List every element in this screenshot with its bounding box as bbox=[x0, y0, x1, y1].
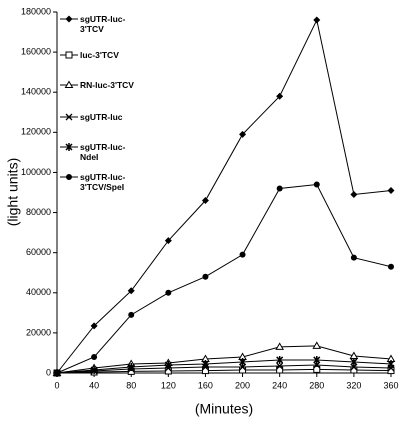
y-tick-label: 100000 bbox=[21, 167, 51, 177]
x-tick-label: 360 bbox=[383, 380, 398, 390]
marker bbox=[127, 287, 135, 295]
y-tick-label: 140000 bbox=[21, 87, 51, 97]
legend-label: sgUTR-luc-3'TCV bbox=[80, 14, 126, 34]
marker bbox=[54, 370, 60, 376]
marker bbox=[276, 355, 284, 364]
marker bbox=[239, 251, 246, 258]
marker bbox=[90, 365, 98, 374]
legend-entry bbox=[60, 143, 78, 151]
marker bbox=[66, 174, 72, 180]
y-tick-label: 120000 bbox=[21, 127, 51, 137]
legend-label: luc-3'TCV bbox=[80, 50, 119, 60]
marker bbox=[387, 359, 395, 368]
marker bbox=[127, 362, 135, 371]
marker bbox=[388, 263, 394, 270]
marker bbox=[65, 143, 73, 151]
legend-label: sgUTR-luc-3'TCV/SpeI bbox=[80, 172, 126, 192]
x-tick-label: 200 bbox=[235, 380, 250, 390]
legend-entry bbox=[60, 113, 78, 121]
legend-entry bbox=[60, 80, 78, 88]
marker bbox=[65, 113, 73, 121]
x-tick-label: 80 bbox=[126, 380, 136, 390]
marker bbox=[387, 186, 395, 194]
marker bbox=[275, 342, 285, 350]
marker bbox=[90, 322, 98, 330]
y-tick-label: 160000 bbox=[21, 46, 51, 56]
marker bbox=[201, 197, 209, 205]
x-tick-label: 240 bbox=[272, 380, 287, 390]
marker bbox=[313, 365, 321, 373]
marker bbox=[313, 181, 320, 188]
marker bbox=[164, 237, 172, 245]
marker bbox=[91, 353, 98, 360]
marker bbox=[276, 185, 283, 192]
x-axis-title: (Minutes) bbox=[195, 401, 253, 417]
legend-entry bbox=[60, 174, 78, 180]
x-tick-label: 0 bbox=[54, 380, 59, 390]
x-tick-label: 160 bbox=[198, 380, 213, 390]
series-line bbox=[56, 368, 392, 374]
y-tick-label: 60000 bbox=[26, 247, 51, 257]
marker bbox=[164, 360, 172, 369]
y-axis-title: (light units) bbox=[5, 158, 21, 226]
marker bbox=[65, 51, 73, 59]
series-line bbox=[56, 18, 392, 374]
marker bbox=[239, 130, 247, 138]
marker bbox=[276, 92, 284, 100]
legend-label: RN-luc-3'TCV bbox=[80, 80, 134, 90]
series-line bbox=[56, 364, 392, 374]
legend-label: sgUTR-luc bbox=[80, 112, 123, 122]
x-tick-label: 40 bbox=[89, 380, 99, 390]
series-line bbox=[56, 359, 392, 374]
series-line bbox=[56, 345, 392, 374]
marker bbox=[350, 191, 358, 199]
y-tick-label: 20000 bbox=[26, 327, 51, 337]
marker bbox=[276, 362, 284, 370]
marker bbox=[65, 15, 73, 23]
y-tick-label: 180000 bbox=[21, 6, 51, 16]
marker bbox=[201, 359, 209, 368]
series-line bbox=[56, 183, 392, 374]
marker bbox=[350, 254, 357, 261]
marker bbox=[128, 311, 135, 318]
legend-entry bbox=[60, 51, 78, 59]
legend-entry bbox=[60, 15, 78, 23]
marker bbox=[165, 289, 172, 296]
x-tick-label: 320 bbox=[346, 380, 361, 390]
x-tick-label: 280 bbox=[309, 380, 324, 390]
marker bbox=[239, 357, 247, 366]
marker bbox=[312, 341, 322, 349]
x-tick-label: 120 bbox=[161, 380, 176, 390]
marker bbox=[202, 273, 209, 280]
marker bbox=[313, 16, 321, 24]
legend-label: sgUTR-luc-NdeI bbox=[80, 142, 126, 162]
marker bbox=[313, 355, 321, 364]
y-tick-label: 40000 bbox=[26, 287, 51, 297]
y-tick-label: 0 bbox=[46, 367, 51, 377]
marker bbox=[350, 357, 358, 366]
y-tick-label: 80000 bbox=[26, 207, 51, 217]
marker bbox=[276, 366, 284, 374]
marker bbox=[64, 80, 74, 88]
